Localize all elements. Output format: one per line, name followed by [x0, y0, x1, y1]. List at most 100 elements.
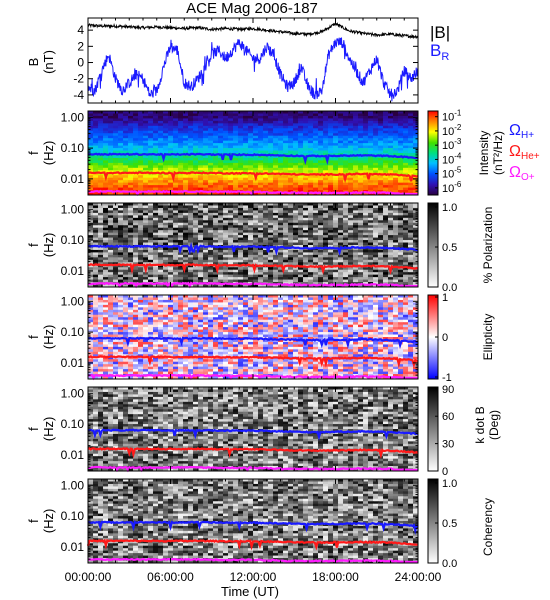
spectrogram-cell	[258, 140, 264, 144]
spectrogram-cell	[248, 274, 254, 278]
spectrogram-cell	[88, 242, 94, 246]
spectrogram-cell	[173, 175, 179, 179]
spectrogram-cell	[238, 277, 244, 280]
spectrogram-cell	[168, 272, 174, 276]
spectrogram-cell	[143, 222, 149, 226]
spectrogram-cell	[173, 155, 179, 159]
spectrogram-cell	[393, 190, 399, 193]
spectrogram-cell	[413, 160, 419, 164]
spectrogram-cell	[88, 237, 94, 241]
spectrogram-cell	[408, 115, 414, 119]
spectrogram-cell	[308, 157, 314, 161]
spectrogram-cell	[128, 237, 134, 241]
spectrogram-cell	[123, 205, 129, 209]
spectrogram-cell	[153, 257, 159, 261]
spectrogram-cell	[138, 232, 144, 236]
spectrogram-cell	[238, 138, 244, 142]
spectrogram-cell	[373, 297, 379, 301]
spectrogram-cell	[163, 262, 169, 266]
spectrogram-cell	[408, 282, 414, 285]
spectrogram-cell	[368, 279, 374, 283]
spectrogram-cell	[98, 123, 104, 127]
spectrogram-cell	[363, 245, 369, 248]
spectrogram-cell	[93, 120, 99, 124]
spectrogram-cell	[163, 215, 169, 219]
spectrogram-cell	[348, 135, 354, 139]
spectrogram-cell	[168, 277, 174, 280]
spectrogram-cell	[243, 113, 249, 117]
spectrogram-cell	[338, 175, 344, 179]
spectrogram-cell	[128, 120, 134, 124]
spectrogram-cell	[333, 257, 339, 261]
spectrogram-cell	[88, 249, 94, 253]
spectrogram-cell	[313, 182, 319, 186]
spectrogram-cell	[208, 175, 214, 179]
spectrogram-cell	[218, 212, 224, 216]
spectrogram-cell	[278, 130, 284, 134]
spectrogram-cell	[348, 269, 354, 273]
spectrogram-cell	[358, 232, 364, 236]
spectrogram-cell	[333, 130, 339, 134]
spectrogram-cell	[303, 232, 309, 236]
spectrogram-cell	[238, 242, 244, 246]
spectrogram-cell	[143, 135, 149, 139]
spectrogram-cell	[393, 249, 399, 253]
spectrogram-cell	[388, 150, 394, 154]
spectrogram-cell	[218, 145, 224, 149]
spectrogram-cell	[393, 160, 399, 164]
spectrogram-cell	[203, 220, 209, 224]
spectrogram-cell	[203, 225, 209, 229]
spectrogram-cell	[403, 160, 409, 164]
spectrogram-cell	[178, 133, 184, 137]
spectrogram-cell	[213, 150, 219, 154]
spectrogram-cell	[138, 222, 144, 226]
field-tick-label: 2	[77, 39, 84, 53]
spectrogram-cell	[98, 135, 104, 139]
spectrogram-cell	[148, 130, 154, 134]
spectrogram-cell	[138, 210, 144, 214]
spectrogram-cell	[228, 249, 234, 253]
spectrogram-cell	[173, 242, 179, 246]
spectrogram-cell	[113, 252, 119, 256]
spectrogram-cell	[128, 133, 134, 137]
spectrogram-cell	[283, 167, 289, 171]
spectrogram-cell	[178, 295, 184, 298]
spectrogram-cell	[243, 150, 249, 154]
spectrogram-cell	[223, 277, 229, 280]
spectrogram-cell	[163, 295, 169, 298]
spectrogram-cell	[328, 282, 334, 285]
spectrogram-cell	[343, 267, 349, 271]
spectrogram-cell	[378, 128, 384, 132]
spectrogram-cell	[403, 267, 409, 271]
spectrogram-cell	[153, 222, 159, 226]
spectrogram-cell	[103, 148, 109, 151]
spectrogram-cell	[308, 120, 314, 124]
spectrogram-cell	[118, 167, 124, 171]
spectrogram-cell	[108, 135, 114, 139]
spectrogram-cell	[343, 162, 349, 166]
spectrogram-cell	[363, 167, 369, 171]
spectrogram-cell	[378, 279, 384, 283]
spectrogram-cell	[338, 207, 344, 211]
spectrogram-cell	[318, 245, 324, 248]
spectrogram-cell	[98, 269, 104, 273]
spectrogram-cell	[153, 145, 159, 149]
spectrogram-cell	[188, 130, 194, 134]
spectrogram-cell	[283, 135, 289, 139]
spectrogram-cell	[173, 235, 179, 238]
spectrogram-cell	[358, 217, 364, 221]
spectrogram-cell	[288, 217, 294, 221]
spectrogram-cell	[163, 182, 169, 186]
spectrogram-cell	[353, 249, 359, 253]
spectrogram-cell	[238, 252, 244, 256]
spectrogram-cell	[248, 145, 254, 149]
spectrogram-cell	[333, 299, 339, 303]
spectrogram-cell	[363, 282, 369, 285]
spectrogram-cell	[358, 215, 364, 219]
spectrogram-cell	[278, 227, 284, 231]
spectrogram-cell	[328, 120, 334, 124]
spectrogram-cell	[248, 143, 254, 146]
spectrogram-cell	[333, 249, 339, 253]
spectrogram-cell	[153, 123, 159, 127]
spectrogram-cell	[323, 210, 329, 214]
